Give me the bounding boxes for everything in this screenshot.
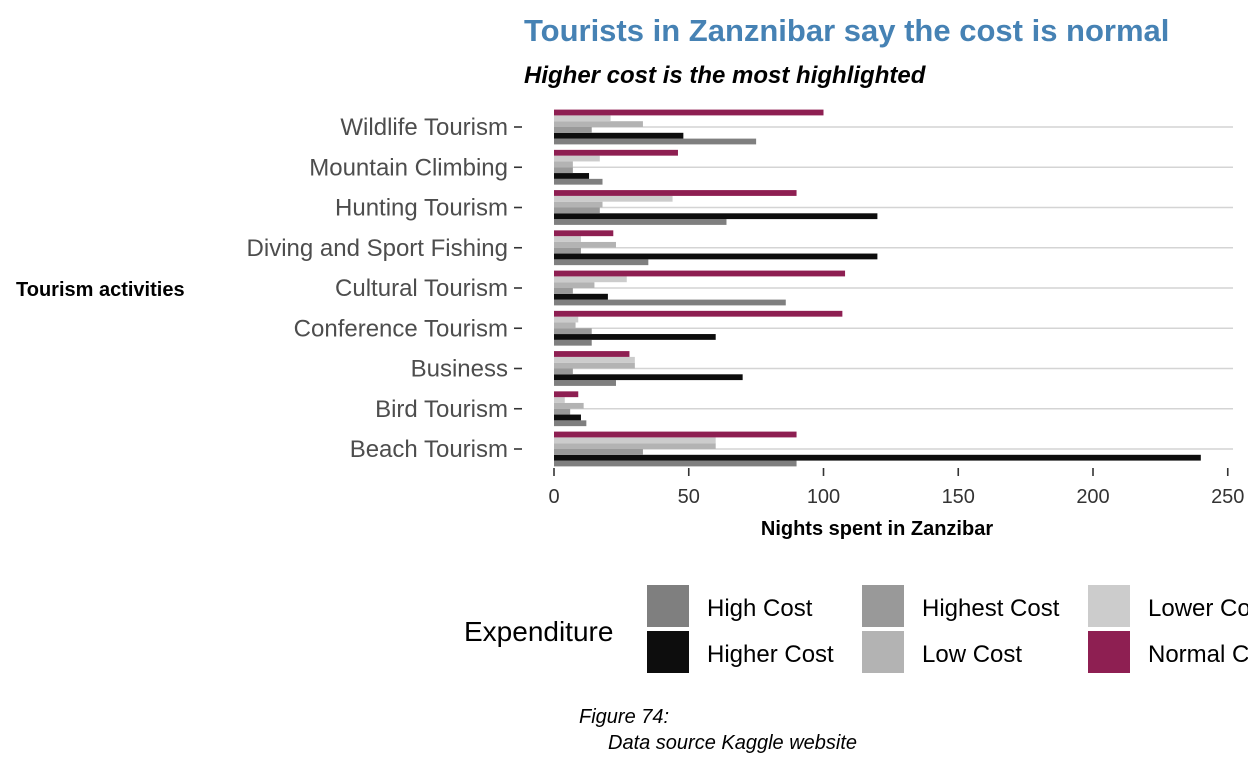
bar bbox=[554, 259, 649, 266]
legend-label: Highest Cost bbox=[922, 595, 1060, 622]
bar bbox=[554, 115, 611, 122]
bar bbox=[554, 178, 603, 185]
bar bbox=[554, 155, 600, 162]
legend-swatch bbox=[1088, 631, 1130, 673]
bar bbox=[554, 247, 581, 254]
bar bbox=[554, 374, 743, 381]
chart-subtitle: Higher cost is the most highlighted bbox=[524, 62, 927, 89]
category-label: Conference Tourism bbox=[294, 315, 508, 342]
category-label: Hunting Tourism bbox=[335, 195, 508, 222]
legend-swatch bbox=[647, 585, 689, 627]
bar bbox=[554, 219, 727, 225]
bar bbox=[554, 391, 579, 398]
bar bbox=[554, 431, 797, 438]
x-tick-label: 50 bbox=[678, 486, 700, 508]
bar bbox=[554, 207, 600, 214]
legend-label: Low Cost bbox=[922, 641, 1022, 668]
bar bbox=[554, 299, 786, 306]
bar bbox=[554, 127, 592, 133]
bar bbox=[554, 316, 579, 323]
legend-swatch bbox=[647, 631, 689, 673]
bar bbox=[554, 328, 592, 335]
category-label: Wildlife Tourism bbox=[340, 114, 508, 141]
bars bbox=[554, 109, 1201, 467]
x-tick-label: 0 bbox=[548, 486, 559, 508]
bar bbox=[554, 443, 716, 449]
bar bbox=[554, 121, 643, 127]
grid-lines bbox=[554, 126, 1233, 450]
legend: High Cost Higher Cost Highest Cost Low Cost… bbox=[647, 585, 1248, 673]
category-label: Diving and Sport Fishing bbox=[247, 235, 508, 262]
bar bbox=[554, 161, 573, 168]
legend-swatch bbox=[862, 585, 904, 627]
category-label: Mountain Climbing bbox=[309, 154, 508, 181]
bar bbox=[554, 236, 581, 242]
bar bbox=[554, 310, 843, 317]
bar bbox=[554, 276, 627, 283]
bar bbox=[554, 356, 635, 363]
legend-label: Normal Cost bbox=[1148, 641, 1248, 668]
x-tick-label: 250 bbox=[1211, 486, 1244, 508]
bar bbox=[554, 368, 573, 375]
bar bbox=[554, 437, 716, 444]
x-axis-title: Nights spent in Zanzibar bbox=[761, 518, 993, 540]
bar bbox=[554, 253, 878, 260]
bar bbox=[554, 414, 581, 421]
bar bbox=[554, 293, 608, 300]
bar bbox=[554, 149, 678, 156]
bar bbox=[554, 109, 824, 116]
bar bbox=[554, 420, 587, 427]
bar bbox=[554, 270, 846, 277]
category-label: Beach Tourism bbox=[350, 436, 508, 463]
bar bbox=[554, 201, 603, 208]
bar bbox=[554, 334, 716, 340]
bar bbox=[554, 449, 643, 455]
bar bbox=[554, 380, 616, 386]
bar bbox=[554, 167, 573, 174]
bar bbox=[554, 362, 635, 369]
category-label: Business bbox=[411, 356, 508, 383]
category-label: Bird Tourism bbox=[375, 396, 508, 423]
category-labels: Beach Tourism Bird Tourism Business Confere… bbox=[247, 114, 522, 463]
bar bbox=[554, 230, 614, 237]
legend-swatch bbox=[1088, 585, 1130, 627]
bar bbox=[554, 339, 592, 346]
x-tick-label: 150 bbox=[942, 486, 975, 508]
bar bbox=[554, 351, 630, 357]
bar bbox=[554, 241, 616, 248]
bar bbox=[554, 322, 576, 329]
bar bbox=[554, 454, 1201, 461]
legend-label: High Cost bbox=[707, 595, 813, 622]
bar bbox=[554, 213, 878, 220]
caption-source: Data source Kaggle website bbox=[608, 732, 857, 754]
bar bbox=[554, 173, 590, 179]
bar bbox=[554, 190, 797, 196]
bar bbox=[554, 132, 684, 139]
chart-title: Tourists in Zanznibar say the cost is no… bbox=[524, 13, 1169, 48]
legend-label: Lower Cost bbox=[1148, 595, 1248, 622]
legend-swatch bbox=[862, 631, 904, 673]
bar bbox=[554, 402, 584, 409]
bar bbox=[554, 460, 797, 467]
legend-title: Expenditure bbox=[464, 616, 613, 647]
y-axis-title: Tourism activities bbox=[16, 279, 185, 301]
category-label: Cultural Tourism bbox=[335, 275, 508, 302]
caption-figure: Figure 74: bbox=[579, 706, 669, 728]
x-tick-label: 200 bbox=[1076, 486, 1109, 508]
bar bbox=[554, 138, 757, 145]
x-tick-label: 100 bbox=[807, 486, 840, 508]
bar bbox=[554, 408, 571, 415]
x-axis-ticks: 0 50 100 150 200 250 bbox=[548, 468, 1244, 508]
bar bbox=[554, 288, 573, 294]
legend-label: Higher Cost bbox=[707, 641, 834, 668]
bar bbox=[554, 195, 673, 202]
bar bbox=[554, 282, 595, 288]
bar bbox=[554, 397, 565, 403]
